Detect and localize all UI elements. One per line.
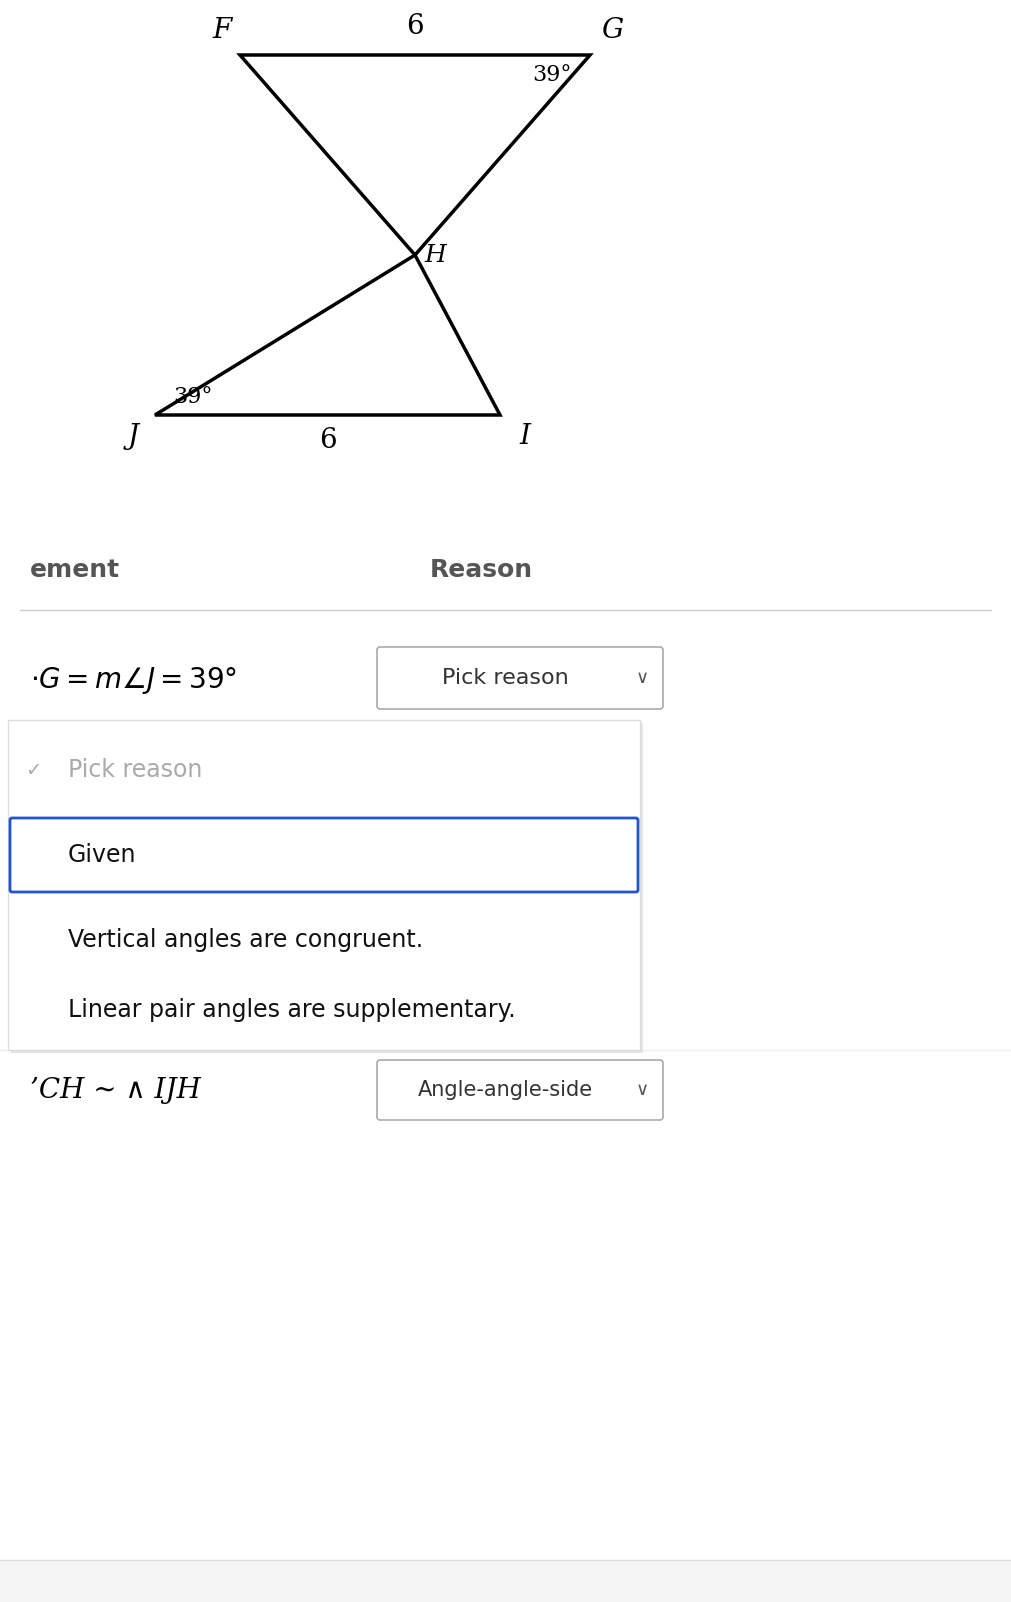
Text: Angle-angle-side: Angle-angle-side [418,1080,592,1101]
Text: 6: 6 [406,13,424,40]
Text: Vertical angles are congruent.: Vertical angles are congruent. [68,928,424,952]
Text: Pick reason: Pick reason [442,668,568,687]
Text: Pick reason: Pick reason [68,758,202,782]
Text: I: I [520,423,531,450]
Text: G: G [601,16,623,43]
FancyBboxPatch shape [377,1061,663,1120]
FancyBboxPatch shape [377,647,663,710]
Text: H: H [425,244,446,266]
FancyBboxPatch shape [10,819,638,892]
Text: 6: 6 [318,426,337,453]
Text: J: J [127,423,139,450]
Text: $\cdot G = m\angle J = 39°$: $\cdot G = m\angle J = 39°$ [30,665,238,695]
Bar [0,1560,1011,1602]
Text: ✓: ✓ [25,761,41,780]
Text: 39°: 39° [173,386,212,409]
Text: Linear pair angles are supplementary.: Linear pair angles are supplementary. [68,998,516,1022]
Text: ’CH ∼ ∧ IJH: ’CH ∼ ∧ IJH [30,1077,201,1104]
Text: F: F [212,16,232,43]
Text: ∨: ∨ [636,1081,649,1099]
Text: ∨: ∨ [636,670,649,687]
Text: ement: ement [30,557,120,582]
Bar [8,719,640,1049]
Text: Given: Given [68,843,136,867]
Bar [11,723,643,1053]
Text: Reason: Reason [430,557,533,582]
Text: 39°: 39° [532,64,572,87]
